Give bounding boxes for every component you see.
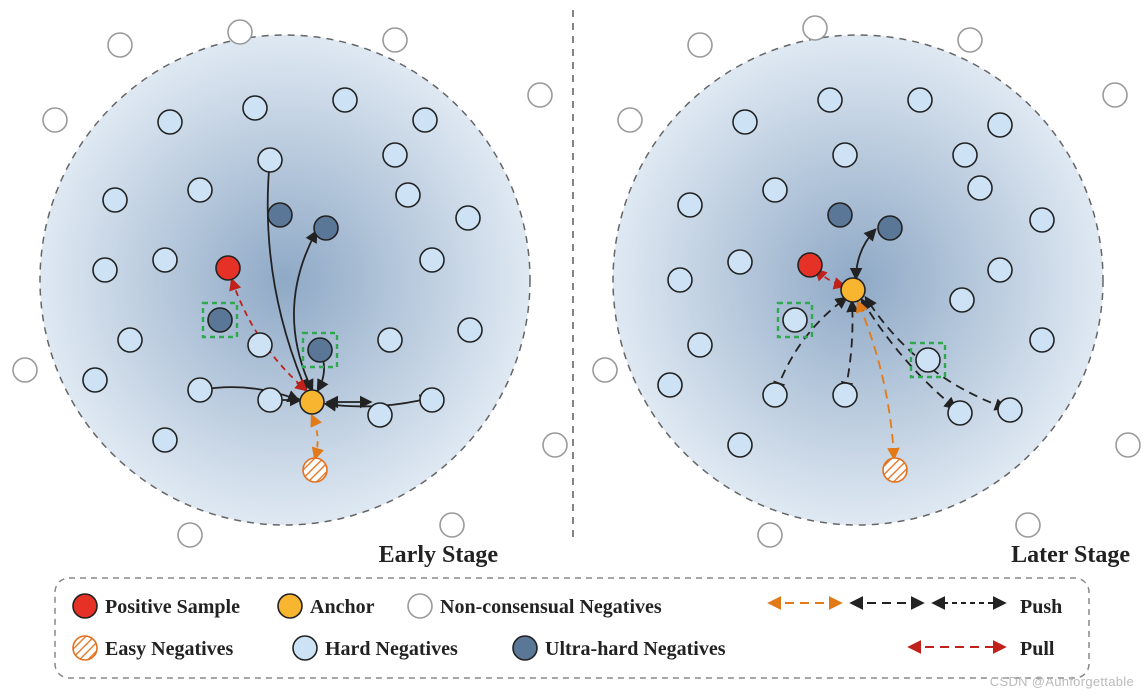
hard-negatives-icon [293,636,317,660]
hard-negative-node [763,383,787,407]
noncon-negative-node [1016,513,1040,537]
positive-sample-icon [73,594,97,618]
ultra-hard-negative-node [828,203,852,227]
pull-label: Pull [1020,638,1055,660]
noncon-negative-node [13,358,37,382]
hard-negative-node [103,188,127,212]
noncon-negative-node [1103,83,1127,107]
noncon-negative-node [178,523,202,547]
hard-negative-node [833,383,857,407]
noncon-negative-node [593,358,617,382]
hard-negative-node [153,428,177,452]
easy-negative-node [303,458,327,482]
hard-negative-node [1030,328,1054,352]
hard-negative-node [188,378,212,402]
positive-sample-label: Positive Sample [105,596,240,618]
ultra-hard-negative-node [878,216,902,240]
hard-negative-node [953,143,977,167]
hard-negatives-label: Hard Negatives [325,638,458,660]
hard-negative-node [158,110,182,134]
hard-negative-node [83,368,107,392]
hard-negative-node [93,258,117,282]
diagram-root: Early Stage Later Stage Positive Sample … [0,0,1144,695]
noncon-negative-node [1116,433,1140,457]
hard-negative-node [948,401,972,425]
noncon-negative-node [528,83,552,107]
hard-negative-node [456,206,480,230]
hard-negative-node [950,288,974,312]
hard-negative-node [988,113,1012,137]
noncon-negative-node [440,513,464,537]
push-label: Push [1020,596,1062,618]
noncon-negative-node [543,433,567,457]
ultra-hard-negatives-label: Ultra-hard Negatives [545,638,726,660]
hard-negative-node [413,108,437,132]
hard-negative-node [118,328,142,352]
hard-negative-node [728,433,752,457]
positive-sample-node [216,256,240,280]
hard-negative-node [153,248,177,272]
noncon-negative-node [803,16,827,40]
later-stage-panel [593,16,1140,547]
easy-negative-node [883,458,907,482]
anchor-node [300,390,324,414]
legend-box: Positive Sample Anchor Non-consensual Ne… [55,578,1089,678]
hard-negative-node [668,268,692,292]
hard-negative-node [688,333,712,357]
hard-negative-node [420,248,444,272]
positive-sample-node [798,253,822,277]
anchor-node [841,278,865,302]
noncon-negative-node [383,28,407,52]
hard-negative-node [733,110,757,134]
hard-negative-node [248,333,272,357]
noncon-negative-node [688,33,712,57]
hard-negative-node [728,250,752,274]
hard-negative-node [998,398,1022,422]
noncon-negative-node [958,28,982,52]
hard-negative-node [658,373,682,397]
hard-negative-node [378,328,402,352]
noncon-negatives-icon [408,594,432,618]
hard-negative-node [908,88,932,112]
early-stage-label: Early Stage [379,542,499,568]
hard-negative-node [988,258,1012,282]
hard-negative-node [968,176,992,200]
hard-negative-node [678,193,702,217]
hard-negative-node [188,178,212,202]
ultra-hard-negative-node [268,203,292,227]
ultra-hard-negative-node [308,338,332,362]
hard-negative-node [383,143,407,167]
hard-negative-node [396,183,420,207]
hard-negative-node [916,348,940,372]
hard-negative-node [368,403,392,427]
hard-negative-node [243,96,267,120]
later-stage-label: Later Stage [1011,542,1130,568]
ultra-hard-negative-node [208,308,232,332]
noncon-negative-node [43,108,67,132]
hard-negative-node [458,318,482,342]
watermark-text: CSDN @Aunforgettable [990,674,1134,689]
noncon-negative-node [618,108,642,132]
easy-negatives-icon [73,636,97,660]
anchor-icon [278,594,302,618]
hard-negative-node [258,148,282,172]
hard-negative-node [763,178,787,202]
hard-negative-node [818,88,842,112]
hard-negative-node [833,143,857,167]
noncon-negatives-label: Non-consensual Negatives [440,596,662,618]
noncon-negative-node [758,523,782,547]
anchor-label: Anchor [310,596,375,618]
noncon-negative-node [228,20,252,44]
early-stage-panel [13,20,567,547]
hard-negative-node [420,388,444,412]
ultra-hard-negative-node [314,216,338,240]
noncon-negative-node [108,33,132,57]
ultra-hard-negatives-icon [513,636,537,660]
hard-negative-node [258,388,282,412]
easy-negatives-label: Easy Negatives [105,638,234,660]
hard-negative-node [333,88,357,112]
hard-negative-node [783,308,807,332]
hard-negative-node [1030,208,1054,232]
